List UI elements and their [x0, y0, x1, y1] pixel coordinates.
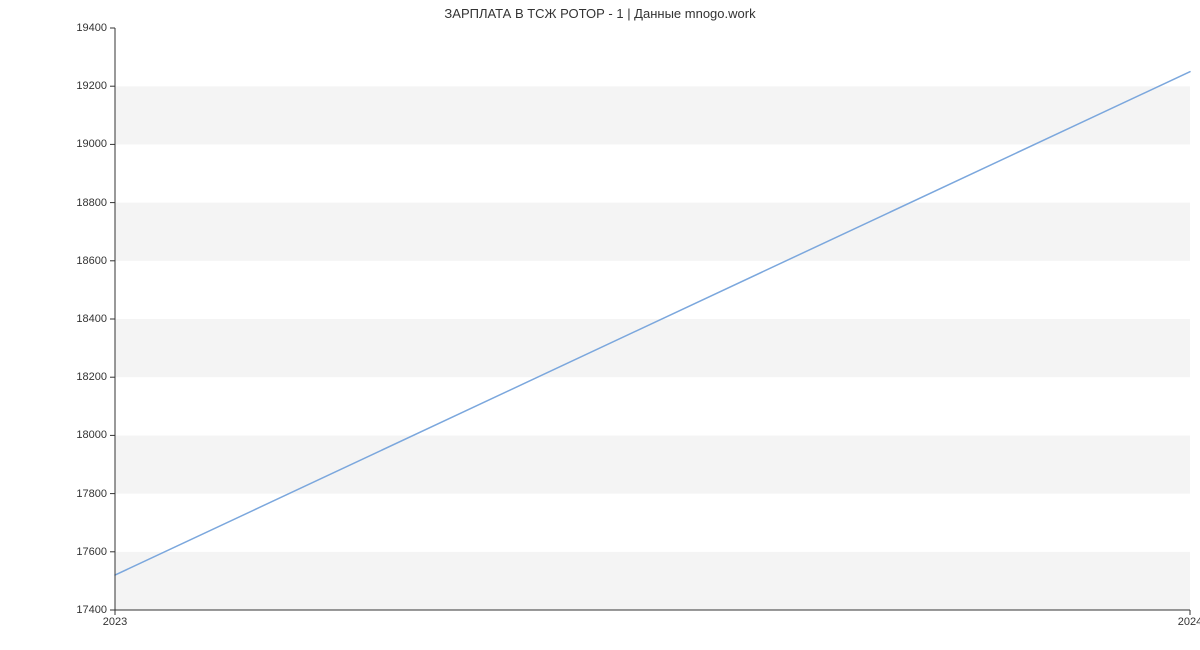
y-tick-label: 18800: [76, 197, 107, 209]
line-chart: ЗАРПЛАТА В ТСЖ РОТОР - 1 | Данные mnogo.…: [0, 0, 1200, 650]
y-tick-label: 17400: [76, 604, 107, 616]
y-tick-label: 19400: [76, 22, 107, 34]
y-tick-label: 17800: [76, 488, 107, 500]
y-tick-label: 18200: [76, 371, 107, 383]
y-tick-label: 18600: [76, 255, 107, 267]
plot-area: 1740017600178001800018200184001860018800…: [115, 28, 1190, 610]
x-tick-label: 2023: [103, 616, 127, 628]
x-tick-label: 2024: [1178, 616, 1200, 628]
y-tick-label: 18400: [76, 313, 107, 325]
y-tick-label: 19000: [76, 138, 107, 150]
y-tick-label: 18000: [76, 429, 107, 441]
y-tick-label: 19200: [76, 80, 107, 92]
chart-title: ЗАРПЛАТА В ТСЖ РОТОР - 1 | Данные mnogo.…: [0, 6, 1200, 21]
y-tick-label: 17600: [76, 546, 107, 558]
chart-svg: [115, 28, 1190, 610]
